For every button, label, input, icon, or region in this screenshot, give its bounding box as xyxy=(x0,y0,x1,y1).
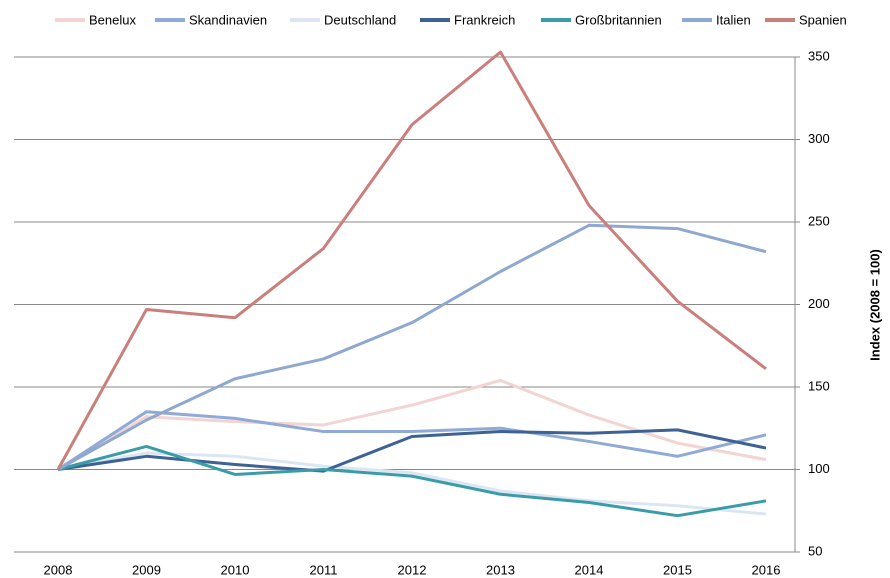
x-tick-label: 2011 xyxy=(310,562,338,577)
legend-label: Spanien xyxy=(799,12,847,27)
y-tick-label: 200 xyxy=(808,296,830,311)
series-line xyxy=(57,378,767,471)
series-line xyxy=(57,444,767,518)
x-tick-label: 2014 xyxy=(575,562,604,577)
x-tick-label: 2016 xyxy=(752,562,781,577)
y-tick-label: 150 xyxy=(808,378,830,393)
x-tick-label: 2013 xyxy=(486,562,515,577)
x-tick-label: 2008 xyxy=(44,562,73,577)
legend-label: Skandinavien xyxy=(189,12,267,27)
series-line xyxy=(57,223,767,471)
y-tick-label: 350 xyxy=(808,48,830,63)
y-tick-label: 300 xyxy=(808,131,830,146)
series-line xyxy=(57,451,767,516)
y-axis-title: Index (2008 = 100) xyxy=(867,249,882,361)
x-tick-label: 2010 xyxy=(221,562,250,577)
y-tick-label: 50 xyxy=(808,543,822,558)
x-tick-label: 2015 xyxy=(663,562,692,577)
legend-label: Italien xyxy=(716,12,751,27)
series-line xyxy=(57,410,767,471)
series-line xyxy=(56,50,767,471)
legend-label: Deutschland xyxy=(324,12,396,27)
series-line xyxy=(57,428,767,473)
legend-label: Frankreich xyxy=(454,12,515,27)
legend-label: Benelux xyxy=(89,12,136,27)
x-tick-label: 2012 xyxy=(398,562,427,577)
legend-label: Großbritannien xyxy=(575,12,662,27)
x-tick-label: 2009 xyxy=(132,562,161,577)
y-tick-label: 100 xyxy=(808,461,830,476)
y-tick-label: 250 xyxy=(808,213,830,228)
